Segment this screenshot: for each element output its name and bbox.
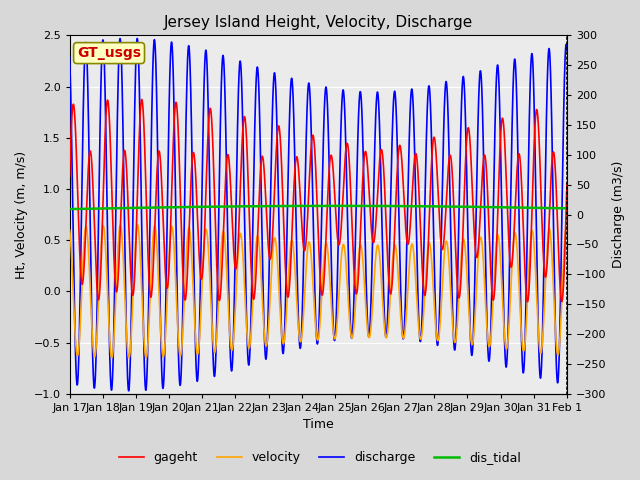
velocity xyxy=(389,251,397,256)
dis_tidal xyxy=(364,203,372,209)
dis_tidal xyxy=(66,206,74,212)
velocity xyxy=(256,250,264,256)
discharge xyxy=(437,255,445,261)
discharge xyxy=(389,104,397,110)
velocity xyxy=(563,225,571,231)
dis_tidal xyxy=(437,204,445,209)
discharge xyxy=(563,48,571,53)
gageht xyxy=(475,241,483,247)
discharge xyxy=(475,96,483,102)
dis_tidal xyxy=(475,204,483,210)
gageht xyxy=(256,181,264,187)
velocity xyxy=(475,248,483,254)
Legend: gageht, velocity, discharge, dis_tidal: gageht, velocity, discharge, dis_tidal xyxy=(114,446,526,469)
dis_tidal xyxy=(563,205,571,211)
discharge xyxy=(364,329,372,335)
discharge xyxy=(66,54,74,60)
Line: gageht: gageht xyxy=(70,99,567,301)
velocity xyxy=(125,355,133,361)
discharge xyxy=(125,388,132,394)
velocity xyxy=(156,316,164,322)
gageht xyxy=(437,238,445,243)
discharge xyxy=(256,120,264,126)
gageht xyxy=(389,264,397,270)
velocity xyxy=(66,227,74,233)
velocity xyxy=(437,310,445,315)
Line: discharge: discharge xyxy=(70,38,567,391)
gageht xyxy=(364,169,372,175)
discharge xyxy=(156,299,164,305)
dis_tidal xyxy=(333,203,340,209)
X-axis label: Time: Time xyxy=(303,419,333,432)
Line: dis_tidal: dis_tidal xyxy=(70,206,567,209)
Text: GT_usgs: GT_usgs xyxy=(77,46,141,60)
dis_tidal xyxy=(389,203,397,209)
gageht xyxy=(66,174,74,180)
gageht xyxy=(138,96,146,102)
gageht xyxy=(524,299,531,304)
discharge xyxy=(133,36,141,41)
Y-axis label: Ht, Velocity (m, m/s): Ht, Velocity (m, m/s) xyxy=(15,151,28,278)
velocity xyxy=(134,222,141,228)
dis_tidal xyxy=(256,204,264,209)
velocity xyxy=(364,331,372,337)
Title: Jersey Island Height, Velocity, Discharge: Jersey Island Height, Velocity, Discharg… xyxy=(164,15,473,30)
gageht xyxy=(563,180,571,186)
gageht xyxy=(156,153,164,159)
Y-axis label: Discharge (m3/s): Discharge (m3/s) xyxy=(612,161,625,268)
dis_tidal xyxy=(156,204,164,210)
Line: velocity: velocity xyxy=(70,225,567,358)
